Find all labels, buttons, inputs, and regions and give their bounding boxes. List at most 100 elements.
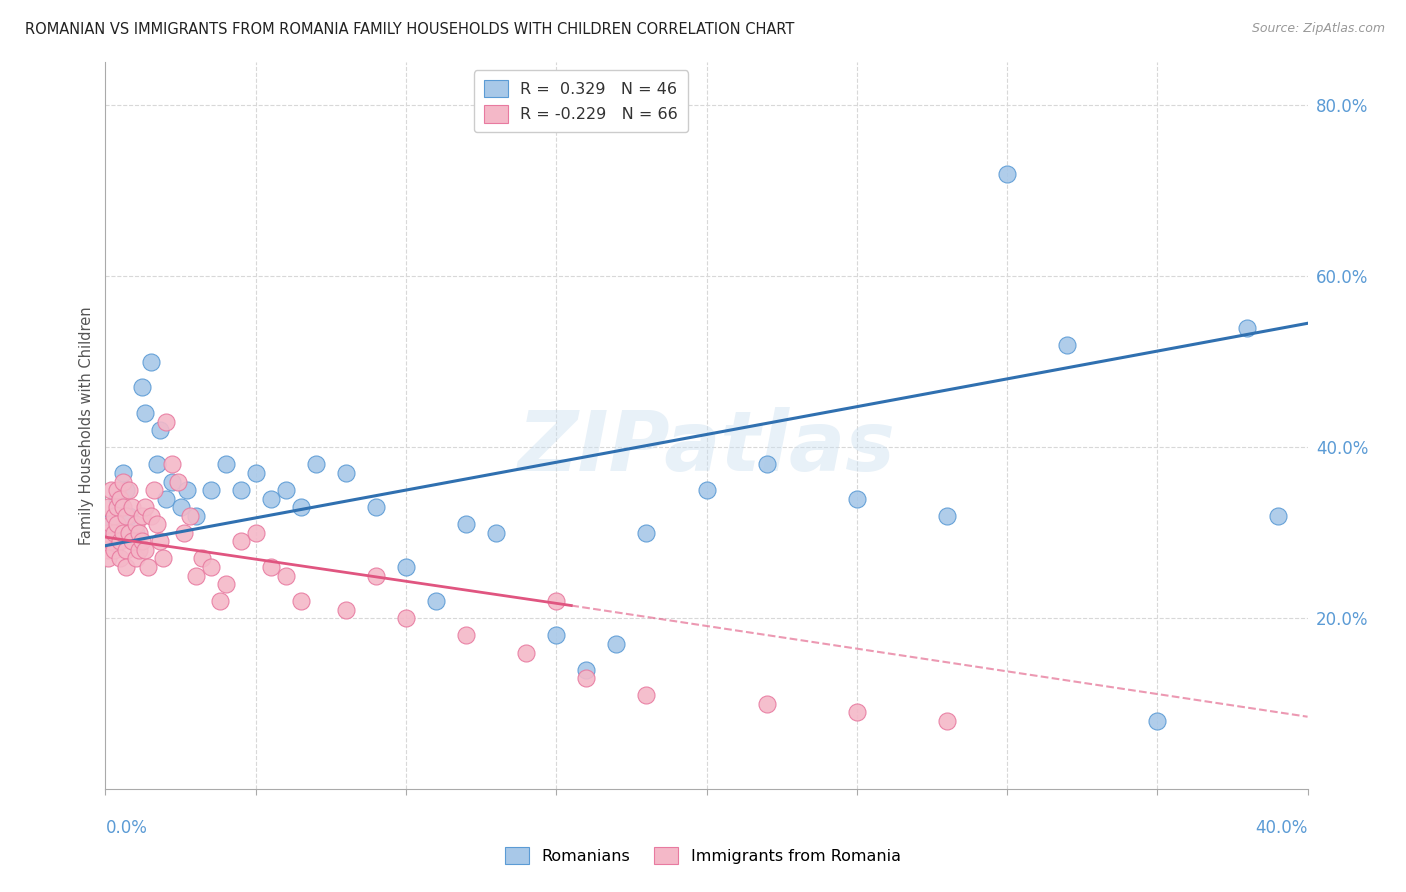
- Point: [184, 508, 207, 523]
- Text: 40.0%: 40.0%: [1256, 819, 1308, 837]
- Point: [364, 500, 387, 515]
- Point: [121, 500, 143, 515]
- Point: [995, 167, 1018, 181]
- Point: [160, 475, 183, 489]
- Point: [605, 637, 627, 651]
- Point: [274, 483, 297, 497]
- Point: [755, 697, 778, 711]
- Point: [184, 568, 207, 582]
- Point: [136, 560, 159, 574]
- Point: [636, 689, 658, 703]
- Point: [145, 517, 167, 532]
- Point: [107, 483, 129, 497]
- Point: [145, 458, 167, 472]
- Point: [214, 458, 236, 472]
- Legend: Romanians, Immigrants from Romania: Romanians, Immigrants from Romania: [499, 840, 907, 871]
- Point: [636, 525, 658, 540]
- Point: [134, 543, 156, 558]
- Point: [229, 534, 252, 549]
- Point: [575, 663, 598, 677]
- Point: [208, 594, 231, 608]
- Point: [107, 491, 129, 506]
- Point: [755, 458, 778, 472]
- Point: [100, 534, 122, 549]
- Point: [97, 525, 120, 540]
- Point: [112, 500, 135, 515]
- Point: [515, 646, 537, 660]
- Point: [1056, 337, 1078, 351]
- Point: [110, 534, 132, 549]
- Point: [936, 508, 959, 523]
- Point: [260, 491, 283, 506]
- Point: [118, 483, 141, 497]
- Point: [260, 560, 283, 574]
- Point: [128, 543, 150, 558]
- Point: [229, 483, 252, 497]
- Point: [100, 517, 122, 532]
- Point: [110, 491, 132, 506]
- Point: [124, 551, 146, 566]
- Point: [245, 525, 267, 540]
- Point: [97, 517, 120, 532]
- Point: [131, 508, 153, 523]
- Point: [1267, 508, 1289, 523]
- Point: [110, 551, 132, 566]
- Point: [139, 508, 162, 523]
- Point: [160, 458, 183, 472]
- Point: [124, 525, 146, 540]
- Point: [245, 466, 267, 480]
- Point: [179, 508, 201, 523]
- Point: [1236, 320, 1258, 334]
- Point: [169, 500, 191, 515]
- Point: [166, 475, 188, 489]
- Point: [845, 706, 868, 720]
- Point: [395, 611, 418, 625]
- Text: 0.0%: 0.0%: [105, 819, 148, 837]
- Y-axis label: Family Households with Children: Family Households with Children: [79, 307, 94, 545]
- Point: [425, 594, 447, 608]
- Point: [696, 483, 718, 497]
- Point: [176, 483, 198, 497]
- Point: [335, 466, 357, 480]
- Point: [173, 525, 195, 540]
- Point: [845, 491, 868, 506]
- Point: [100, 534, 122, 549]
- Point: [134, 500, 156, 515]
- Point: [115, 508, 138, 523]
- Point: [118, 525, 141, 540]
- Point: [124, 517, 146, 532]
- Point: [305, 458, 328, 472]
- Point: [118, 508, 141, 523]
- Point: [103, 543, 125, 558]
- Point: [190, 551, 212, 566]
- Point: [936, 714, 959, 728]
- Point: [152, 551, 174, 566]
- Point: [454, 517, 477, 532]
- Point: [112, 466, 135, 480]
- Point: [121, 534, 143, 549]
- Point: [155, 415, 177, 429]
- Point: [115, 543, 138, 558]
- Point: [454, 628, 477, 642]
- Point: [100, 483, 122, 497]
- Point: [200, 483, 222, 497]
- Point: [274, 568, 297, 582]
- Point: [200, 560, 222, 574]
- Point: [107, 500, 129, 515]
- Point: [97, 543, 120, 558]
- Point: [103, 508, 125, 523]
- Point: [110, 500, 132, 515]
- Point: [1146, 714, 1168, 728]
- Point: [148, 534, 170, 549]
- Text: Source: ZipAtlas.com: Source: ZipAtlas.com: [1251, 22, 1385, 36]
- Legend: R =  0.329   N = 46, R = -0.229   N = 66: R = 0.329 N = 46, R = -0.229 N = 66: [474, 70, 688, 132]
- Point: [485, 525, 508, 540]
- Point: [112, 525, 135, 540]
- Point: [546, 594, 568, 608]
- Point: [546, 628, 568, 642]
- Point: [97, 500, 120, 515]
- Text: ROMANIAN VS IMMIGRANTS FROM ROMANIA FAMILY HOUSEHOLDS WITH CHILDREN CORRELATION : ROMANIAN VS IMMIGRANTS FROM ROMANIA FAMI…: [25, 22, 794, 37]
- Point: [148, 423, 170, 437]
- Point: [115, 483, 138, 497]
- Point: [131, 380, 153, 394]
